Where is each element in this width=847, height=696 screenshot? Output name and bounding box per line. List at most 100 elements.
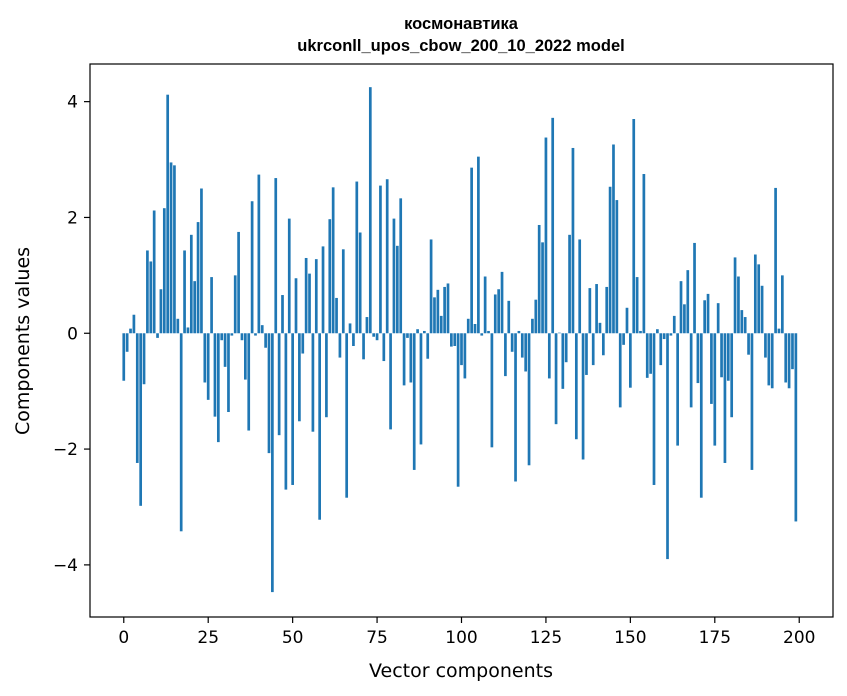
bar-43 — [267, 333, 271, 454]
bar-143 — [605, 286, 609, 334]
bar-197 — [787, 333, 791, 389]
bar-137 — [585, 333, 588, 375]
bar-88 — [419, 333, 423, 445]
bar-155 — [645, 333, 649, 378]
bar-85 — [409, 333, 413, 383]
bar-66 — [345, 333, 349, 498]
x-axis-label: Vector components — [369, 660, 553, 682]
bar-28 — [216, 333, 220, 443]
bar-9 — [152, 210, 156, 334]
bar-133 — [571, 147, 575, 334]
bar-181 — [733, 257, 737, 334]
bar-15 — [173, 165, 176, 334]
bar-30 — [223, 333, 227, 367]
bar-18 — [183, 250, 186, 334]
bar-185 — [747, 333, 750, 355]
bar-12 — [162, 208, 166, 334]
bar-59 — [321, 246, 325, 334]
bar-79 — [389, 333, 392, 430]
bar-0 — [122, 333, 126, 381]
bar-56 — [311, 333, 315, 432]
bar-119 — [524, 333, 528, 372]
bar-40 — [257, 174, 261, 334]
bar-76 — [379, 185, 382, 334]
bar-103 — [470, 167, 473, 334]
bar-128 — [554, 333, 558, 425]
bar-23 — [200, 188, 203, 334]
bar-157 — [652, 333, 656, 485]
bar-123 — [537, 224, 541, 334]
bar-61 — [328, 219, 332, 334]
bar-100 — [460, 333, 463, 366]
bar-51 — [294, 278, 298, 334]
bar-53 — [301, 333, 305, 354]
bar-190 — [764, 333, 767, 358]
bar-36 — [244, 333, 247, 380]
bar-189 — [760, 285, 764, 334]
bar-39 — [254, 333, 257, 336]
bar-142 — [601, 333, 605, 356]
bar-49 — [287, 218, 291, 334]
bar-45 — [274, 178, 278, 334]
bar-35 — [240, 333, 244, 341]
bar-62 — [331, 187, 335, 334]
bar-65 — [341, 249, 345, 334]
bar-1 — [125, 333, 129, 352]
bar-31 — [227, 333, 230, 413]
bar-55 — [308, 273, 311, 334]
bar-71 — [362, 333, 365, 360]
bar-106 — [480, 333, 484, 336]
bar-108 — [487, 330, 490, 334]
bar-11 — [159, 289, 163, 334]
bar-170 — [696, 333, 700, 384]
bar-156 — [649, 333, 652, 374]
bar-19 — [186, 327, 190, 334]
bar-69 — [355, 181, 359, 334]
bar-158 — [656, 329, 659, 334]
bar-48 — [284, 333, 288, 490]
y-axis-label: Components values — [12, 247, 34, 435]
bar-125 — [544, 137, 548, 334]
bar-186 — [750, 333, 754, 470]
bar-152 — [635, 277, 639, 334]
bar-121 — [531, 318, 534, 334]
bar-117 — [517, 330, 521, 334]
bar-139 — [591, 333, 595, 366]
bar-25 — [206, 333, 210, 400]
bar-116 — [514, 333, 517, 482]
bar-29 — [220, 333, 224, 341]
bar-188 — [757, 264, 761, 334]
chart-title: космонавтика — [404, 15, 519, 33]
bar-67 — [348, 323, 352, 334]
bar-98 — [453, 333, 457, 346]
bar-111 — [497, 289, 500, 334]
bar-126 — [547, 333, 551, 379]
bar-60 — [325, 333, 328, 418]
bar-136 — [581, 333, 585, 460]
bar-94 — [439, 315, 443, 334]
bar-14 — [169, 162, 173, 334]
bar-7 — [146, 250, 149, 334]
x-tick-label: 75 — [366, 628, 388, 648]
bar-20 — [189, 234, 193, 334]
bar-34 — [237, 231, 240, 334]
bar-33 — [233, 275, 237, 334]
bar-179 — [726, 333, 730, 381]
bar-147 — [618, 333, 622, 408]
bar-161 — [666, 333, 669, 560]
bar-114 — [507, 300, 511, 334]
bar-102 — [466, 318, 470, 334]
x-tick-label: 25 — [197, 628, 219, 648]
bar-184 — [743, 317, 747, 334]
x-tick-label: 50 — [282, 628, 304, 648]
bar-70 — [358, 232, 362, 334]
bar-78 — [385, 179, 389, 334]
bar-182 — [737, 276, 740, 334]
bar-84 — [406, 333, 409, 338]
y-tick-label: 0 — [67, 324, 78, 344]
bar-4 — [135, 333, 139, 463]
bar-97 — [450, 333, 453, 347]
chart-subtitle: ukrconll_upos_cbow_200_10_2022 model — [297, 37, 624, 55]
bar-177 — [720, 333, 723, 378]
bar-134 — [574, 333, 578, 440]
